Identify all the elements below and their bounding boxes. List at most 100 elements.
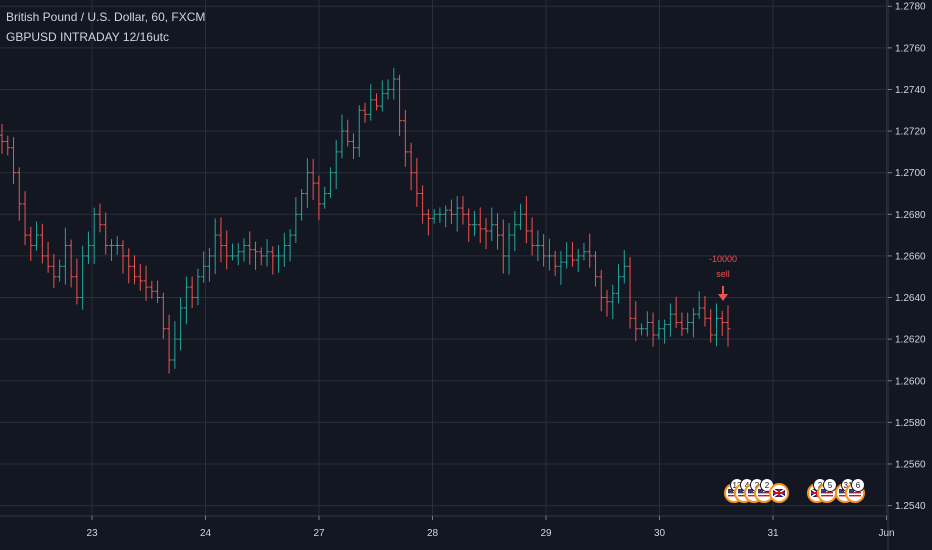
ohlc-bar	[51, 253, 57, 288]
ohlc-bar	[489, 207, 495, 242]
price-axis[interactable]: 1.2780 1.2760 1.2740 1.2720 1.2700 1.2680 1.26…	[888, 2, 926, 512]
ohlc-bar	[627, 257, 633, 329]
ohlc-bar	[97, 203, 103, 233]
ohlc-bar	[639, 323, 645, 336]
ohlc-bar	[685, 312, 691, 334]
ohlc-bar	[633, 301, 639, 342]
event-marker[interactable]: 2	[754, 478, 774, 503]
ohlc-bar	[483, 218, 489, 250]
ohlc-bar	[500, 219, 506, 274]
ohlc-bar	[725, 305, 731, 347]
ohlc-bar	[103, 212, 109, 255]
ohlc-bar	[719, 310, 725, 336]
ohlc-bar	[74, 258, 80, 305]
ohlc-bar	[425, 209, 431, 236]
ohlc-bar	[673, 296, 679, 329]
ohlc-bar	[287, 229, 293, 262]
ohlc-bar	[437, 207, 443, 223]
ohlc-bar	[569, 241, 575, 267]
price-tick-label: 1.2580	[895, 418, 926, 429]
ohlc-bar	[108, 239, 114, 261]
time-tick-label: 27	[313, 528, 325, 539]
price-tick-label: 1.2780	[895, 2, 926, 13]
ohlc-bar	[57, 259, 63, 282]
ohlc-bar	[247, 231, 253, 265]
price-tick-label: 1.2600	[895, 376, 926, 387]
ohlc-bars	[0, 67, 731, 374]
event-count-badge: 2	[765, 481, 770, 490]
ohlc-bar	[241, 238, 247, 262]
ohlc-bar	[587, 233, 593, 268]
ohlc-bar	[322, 186, 328, 209]
time-axis[interactable]: 23 24 27 28 29 30 31 Jun	[86, 516, 895, 539]
price-tick-label: 1.2640	[895, 293, 926, 304]
ohlc-bar	[610, 284, 616, 320]
price-tick-label: 1.2540	[895, 501, 926, 512]
ohlc-bar	[616, 263, 622, 304]
ohlc-bar	[293, 197, 299, 244]
time-tick-label: 30	[654, 528, 666, 539]
ohlc-bar	[477, 207, 483, 243]
ohlc-bar	[650, 312, 656, 347]
ohlc-bar	[518, 203, 524, 230]
time-tick-label: Jun	[878, 528, 894, 539]
ohlc-bar	[85, 231, 91, 265]
ohlc-bar	[379, 80, 385, 112]
ohlc-bar	[339, 114, 345, 159]
ohlc-bar	[350, 133, 356, 159]
event-count-badge: 2	[755, 481, 760, 490]
ohlc-bar	[552, 251, 558, 276]
down-arrow-icon	[718, 294, 728, 301]
ohlc-bar	[212, 218, 218, 275]
ohlc-bar	[39, 223, 45, 264]
ohlc-bar	[16, 167, 22, 221]
event-count-badge: 31	[844, 481, 853, 490]
ohlc-bar	[120, 240, 126, 274]
ohlc-bar	[541, 234, 547, 267]
ohlc-bar	[137, 263, 143, 291]
event-marker[interactable]: 5	[817, 478, 837, 503]
ohlc-bar	[679, 312, 685, 337]
ohlc-bar	[327, 167, 333, 198]
ohlc-bar	[126, 248, 132, 284]
price-tick-label: 1.2620	[895, 335, 926, 346]
ohlc-bar	[506, 223, 512, 275]
time-tick-label: 23	[86, 528, 98, 539]
event-count-badge: 5	[828, 481, 833, 490]
sell-signal: -10000 sell	[709, 254, 737, 301]
event-marker[interactable]: 6	[845, 478, 865, 503]
ohlc-bar	[172, 321, 178, 369]
ohlc-bar	[155, 280, 161, 304]
price-tick-label: 1.2740	[895, 85, 926, 96]
ohlc-bar	[604, 289, 610, 317]
price-tick-label: 1.2760	[895, 43, 926, 54]
signal-amount-label: -10000	[709, 254, 737, 264]
ohlc-bar	[581, 243, 587, 261]
ohlc-bar	[621, 250, 627, 284]
ohlc-bar	[546, 238, 552, 271]
indicator-title: GBPUSD INTRADAY 12/16utc	[6, 30, 169, 44]
ohlc-bar	[391, 67, 397, 100]
time-tick-label: 29	[540, 528, 552, 539]
price-tick-label: 1.2560	[895, 459, 926, 470]
price-tick-label: 1.2720	[895, 127, 926, 138]
ohlc-bar	[281, 232, 287, 267]
economic-events[interactable]: 12 4 2 2 2 5 31 6	[724, 478, 865, 503]
ohlc-bar	[356, 105, 362, 158]
ohlc-bar	[258, 247, 264, 266]
ohlc-bar	[34, 221, 40, 251]
ohlc-bar	[448, 199, 454, 224]
ohlc-bar	[535, 230, 541, 262]
ohlc-bar	[299, 188, 305, 221]
event-count-badge: 6	[856, 481, 861, 490]
ohlc-bar	[253, 241, 259, 270]
event-marker[interactable]	[769, 483, 789, 503]
ohlc-bar	[420, 185, 426, 224]
signal-side-label: sell	[716, 269, 730, 279]
symbol-title: British Pound / U.S. Dollar, 60, FXCM	[6, 10, 206, 24]
price-tick-label: 1.2660	[895, 251, 926, 262]
ohlc-bar	[690, 308, 696, 338]
ohlc-bar	[143, 265, 149, 301]
price-tick-label: 1.2700	[895, 168, 926, 179]
